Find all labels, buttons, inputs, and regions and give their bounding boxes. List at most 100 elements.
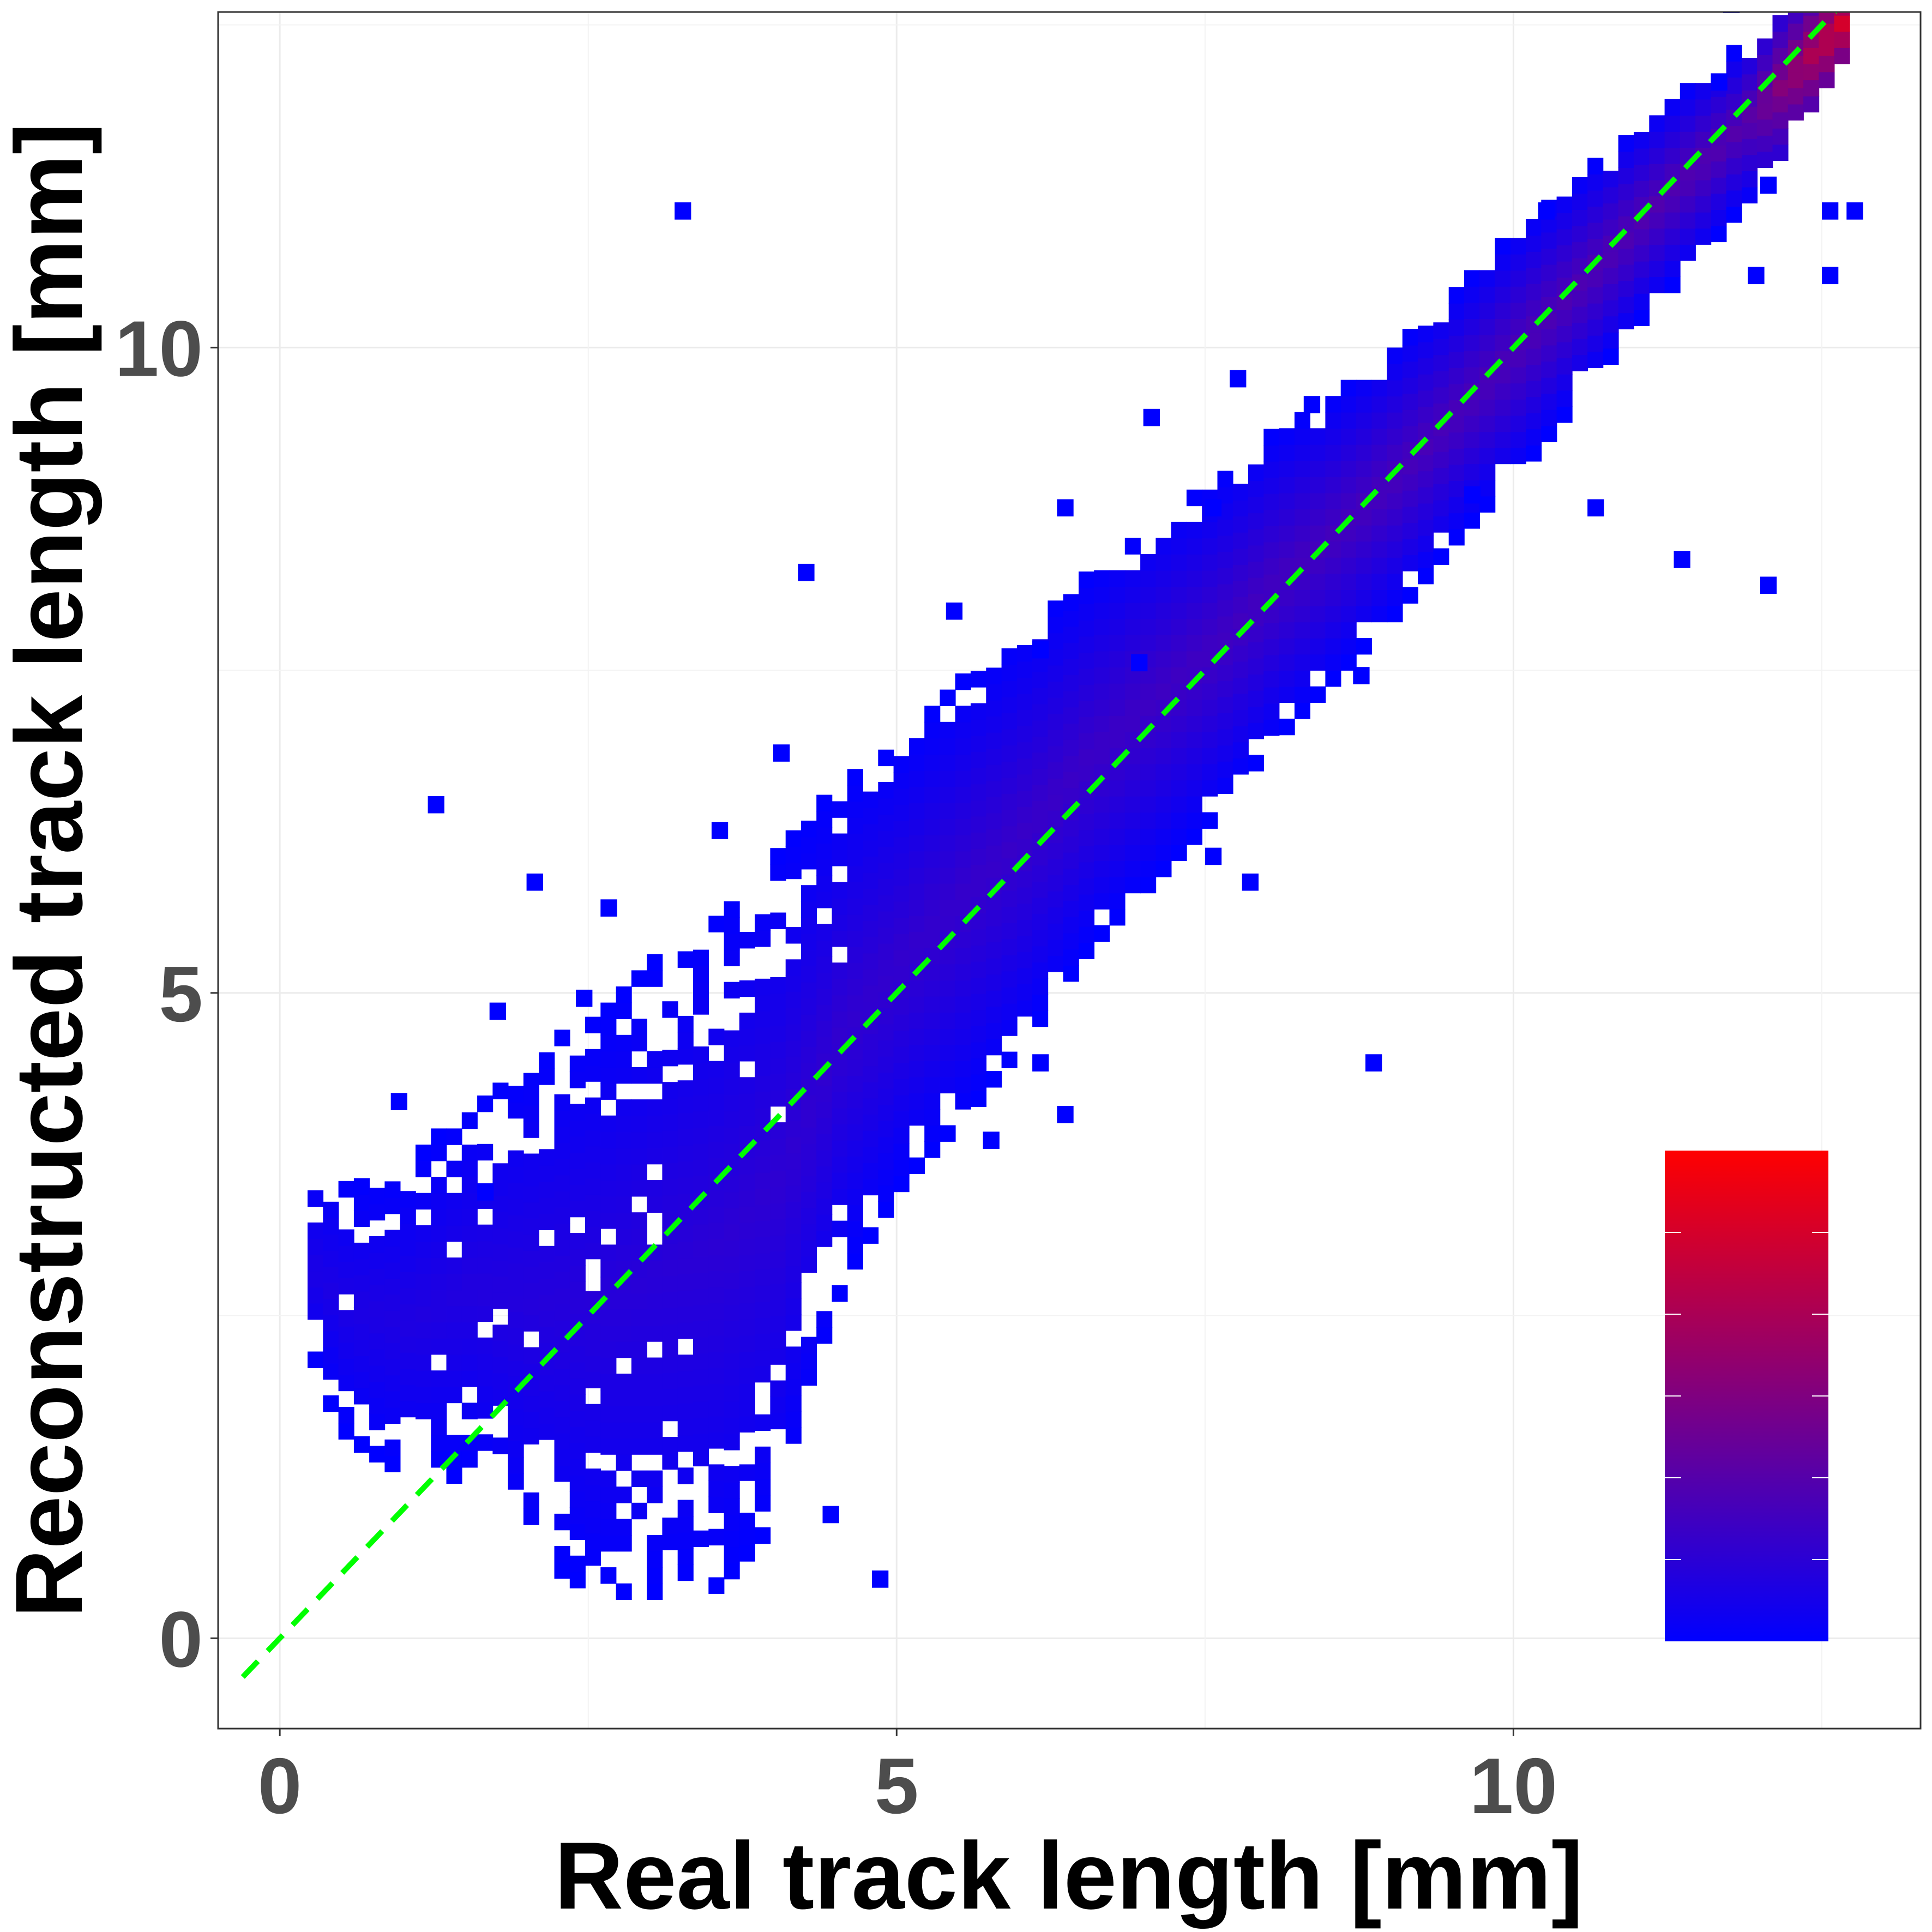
heatmap-cell — [739, 1286, 755, 1304]
heatmap-cell — [1742, 58, 1758, 75]
heatmap-cell — [508, 1328, 524, 1345]
heatmap-cell — [400, 1320, 416, 1337]
heatmap-cell — [1186, 780, 1202, 797]
heatmap-cell — [1479, 334, 1496, 352]
heatmap-cell — [616, 1583, 632, 1600]
heatmap-cell — [677, 1096, 694, 1114]
heatmap-cell — [940, 964, 956, 980]
heatmap-cell — [647, 970, 663, 987]
heatmap-cell — [1479, 351, 1496, 368]
heatmap-cell — [755, 1027, 771, 1044]
heatmap-cell — [1356, 477, 1373, 493]
heatmap-cell — [1001, 809, 1018, 827]
heatmap-cell — [616, 1325, 632, 1342]
heatmap-cell — [785, 1233, 802, 1250]
heatmap-cell — [1587, 335, 1604, 352]
heatmap-cell — [1001, 745, 1018, 762]
heatmap-cell — [323, 1250, 339, 1267]
heatmap-cell — [616, 1422, 632, 1439]
heatmap-cell — [908, 980, 925, 997]
heatmap-cell — [1079, 571, 1095, 588]
heatmap-cell — [600, 1034, 617, 1052]
heatmap-cell — [1016, 758, 1033, 775]
outlier-cell — [1674, 551, 1690, 568]
heatmap-cell — [955, 834, 971, 852]
heatmap-cell — [724, 1321, 740, 1338]
heatmap-cell — [1726, 77, 1742, 94]
heatmap-cell — [662, 1050, 678, 1067]
heatmap-cell — [1109, 893, 1126, 910]
heatmap-cell — [523, 1411, 539, 1429]
heatmap-cell — [1016, 935, 1033, 952]
heatmap-cell — [1140, 828, 1157, 845]
heatmap-cell — [739, 1351, 755, 1368]
heatmap-cell — [940, 915, 956, 932]
heatmap-cell — [508, 1360, 524, 1377]
heatmap-cell — [1387, 380, 1403, 396]
heatmap-cell — [308, 1287, 324, 1304]
heatmap-cell — [708, 1464, 725, 1481]
heatmap-cell — [338, 1326, 354, 1343]
heatmap-cell — [847, 1156, 863, 1173]
heatmap-cell — [755, 1140, 771, 1157]
heatmap-cell — [1772, 144, 1789, 161]
heatmap-cell — [1124, 715, 1141, 732]
heatmap-cell — [1155, 651, 1172, 667]
heatmap-cell — [1186, 602, 1202, 619]
heatmap-cell — [1387, 444, 1403, 461]
heatmap-cell — [1063, 610, 1079, 627]
heatmap-cell — [908, 1012, 925, 1029]
heatmap-cell — [924, 1028, 941, 1045]
heatmap-cell — [1279, 509, 1295, 526]
heatmap-cell — [863, 953, 879, 970]
heatmap-cell — [1510, 238, 1526, 255]
heatmap-cell — [1680, 244, 1696, 261]
heatmap-cell — [1433, 484, 1449, 501]
heatmap-cell — [908, 1028, 925, 1045]
heatmap-cell — [893, 1079, 910, 1096]
heatmap-cell — [955, 980, 971, 997]
heatmap-cell — [971, 1042, 987, 1059]
heatmap-cell — [1695, 115, 1712, 132]
heatmap-cell — [616, 1438, 632, 1455]
heatmap-cell — [924, 1012, 941, 1029]
heatmap-cell — [1587, 287, 1604, 304]
heatmap-cell — [832, 930, 848, 947]
heatmap-cell — [893, 1046, 910, 1063]
heatmap-cell — [1418, 422, 1434, 440]
heatmap-cell — [955, 964, 971, 980]
heatmap-cell — [1217, 696, 1233, 713]
heatmap-cell — [1279, 670, 1295, 687]
heatmap-cell — [708, 1158, 725, 1175]
heatmap-cell — [677, 1403, 694, 1420]
heatmap-cell — [816, 1230, 833, 1247]
heatmap-cell — [1495, 286, 1511, 303]
heatmap-cell — [647, 1583, 663, 1600]
heatmap-cell — [1371, 509, 1388, 526]
heatmap-cell — [755, 1365, 771, 1383]
heatmap-cell — [384, 1326, 401, 1344]
heatmap-cell — [724, 1094, 740, 1112]
heatmap-cell — [708, 1335, 725, 1352]
heatmap-cell — [308, 1271, 324, 1287]
heatmap-cell — [801, 966, 817, 983]
heatmap-cell — [1433, 322, 1449, 339]
heatmap-cell — [1680, 196, 1696, 213]
heatmap-cell — [1603, 284, 1619, 300]
heatmap-cell — [523, 1234, 539, 1251]
heatmap-cell — [647, 1486, 663, 1503]
heatmap-cell — [369, 1284, 386, 1302]
heatmap-cell — [1155, 748, 1172, 765]
heatmap-cell — [785, 1379, 802, 1395]
heatmap-cell — [1279, 557, 1295, 574]
heatmap-cell — [616, 1115, 632, 1133]
heatmap-cell — [369, 1349, 386, 1366]
heatmap-cell — [770, 1154, 786, 1171]
heatmap-cell — [353, 1259, 370, 1275]
x-tick-label: 10 — [1470, 1742, 1557, 1830]
outlier-cell — [428, 796, 444, 814]
heatmap-cell — [1541, 361, 1557, 378]
heatmap-cell — [384, 1375, 401, 1392]
heatmap-cell — [955, 883, 971, 900]
heatmap-cell — [1819, 39, 1835, 56]
